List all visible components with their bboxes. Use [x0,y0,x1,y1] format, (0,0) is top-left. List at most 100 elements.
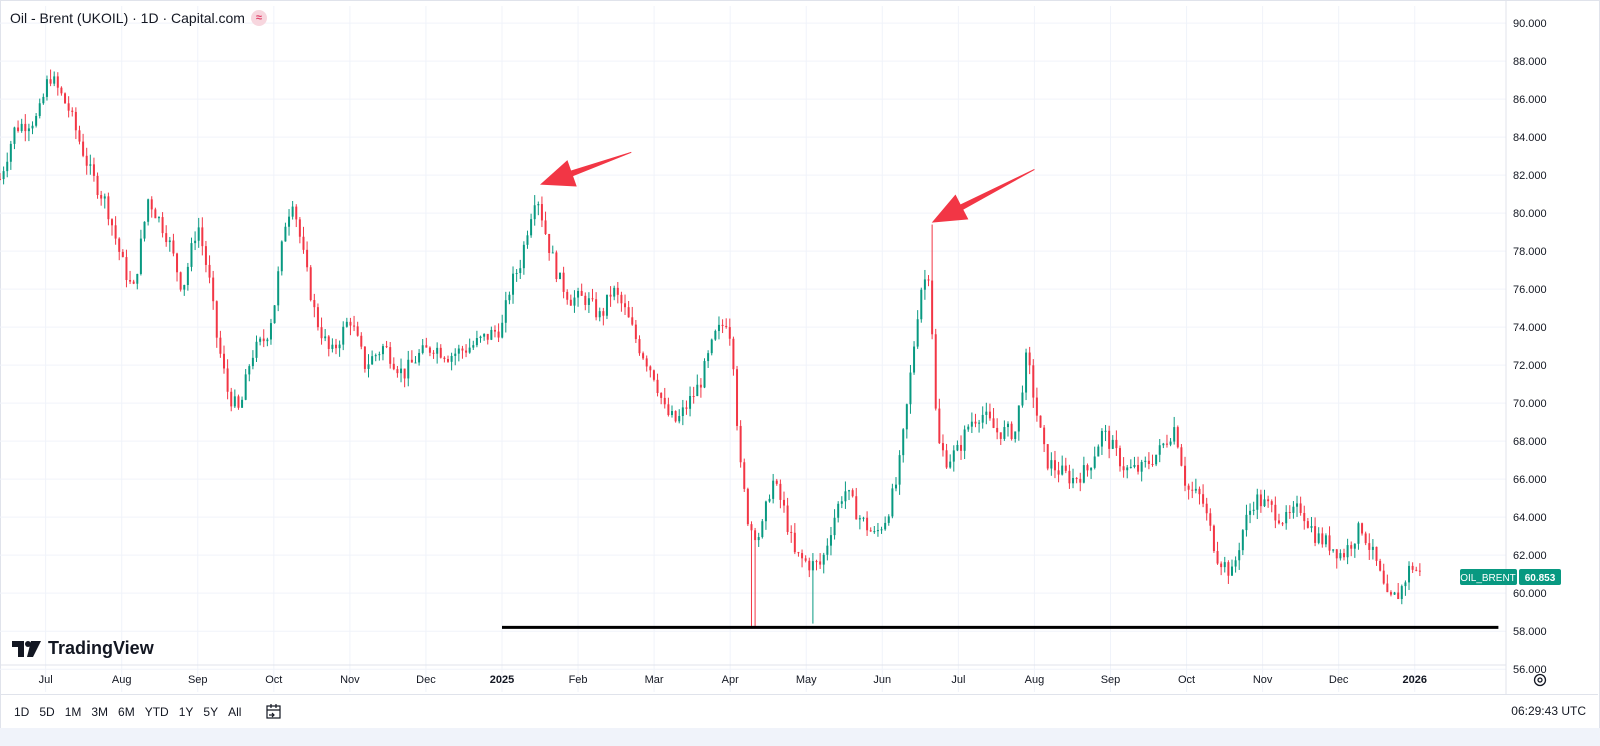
candle-body [1050,460,1053,469]
candle-body [667,404,670,416]
x-tick-label: Nov [1253,674,1273,686]
candle-body [837,503,840,518]
candle-body [620,294,623,304]
candle-body [241,399,244,408]
candle-body [432,352,435,354]
candle-body [6,161,9,172]
candle-body [1303,512,1306,522]
candle-body [295,206,298,220]
candle-body [378,354,381,356]
candle-body [512,273,515,295]
range-button-5d[interactable]: 5D [39,705,55,719]
candle-body [1223,562,1226,568]
range-button-1y[interactable]: 1Y [178,705,194,719]
candle-body [1053,460,1056,471]
candle-body [67,103,70,111]
x-tick-label: Mar [645,674,664,686]
candle-body [161,217,164,234]
candle-body [1310,526,1313,528]
candle-body [1321,533,1324,545]
candle-body [1274,504,1277,521]
range-button-1m[interactable]: 1M [64,705,82,719]
annotation-arrow[interactable] [540,151,632,187]
candle-body [858,518,861,520]
candle-body [356,326,359,336]
candle-body [450,355,453,362]
candle-body [89,164,92,166]
candle-body [862,517,865,519]
candle-body [1234,560,1237,567]
candle-body [201,227,204,247]
candle-body [35,115,38,126]
candle-body [414,362,417,364]
symbol-tag-bg [1460,568,1517,585]
range-button-ytd[interactable]: YTD [144,705,169,719]
candle-body [42,96,45,104]
candle-body [1169,441,1172,445]
annotation-arrow[interactable] [931,168,1035,223]
candle-body [454,353,457,356]
candle-body [342,326,345,345]
candle-body [410,359,413,363]
candle-body [139,238,142,274]
candle-body [302,236,305,250]
candle-body [819,561,822,565]
symbol-title[interactable]: Oil - Brent (UKOIL) · 1D · Capital.com [10,10,245,26]
candle-body [1314,526,1317,543]
tradingview-logo[interactable]: TradingView [12,638,154,659]
candle-body [1021,392,1024,406]
x-tick-label: Sep [1101,674,1121,686]
candle-body [768,498,771,502]
candle-body [638,339,641,354]
candle-body [811,561,814,571]
calendar-goto-icon[interactable] [265,703,283,721]
candle-body [826,545,829,555]
candle-body [157,217,160,219]
candle-body [522,244,525,269]
candle-body [143,221,146,239]
candle-body [374,355,377,357]
candle-body [960,444,963,451]
candle-body [1137,464,1140,472]
range-button-3m[interactable]: 3M [91,705,109,719]
candle-body [92,164,95,176]
symbol-tag-label: OIL_BRENT [1460,573,1516,584]
candle-body [902,429,905,456]
candle-body [392,363,395,370]
candle-body [540,204,543,221]
candle-body [197,227,200,241]
candle-body [681,407,684,417]
candle-body [1397,592,1400,600]
range-button-5y[interactable]: 5Y [203,705,219,719]
candle-body [931,280,934,335]
candle-body [1173,427,1176,442]
candle-body [179,272,182,290]
candle-body [1126,467,1129,471]
candle-body [255,341,258,358]
candle-body [407,359,410,379]
gear-icon[interactable] [1532,672,1548,688]
candle-body [920,289,923,320]
range-button-1d[interactable]: 1D [14,705,30,719]
candle-body [1035,397,1038,416]
candle-body [613,287,616,297]
market-status-badge[interactable]: ≈ [250,10,267,26]
range-selector: 1D 5D 1M 3M 6M YTD 1Y 5Y All [0,702,245,722]
candle-body [1259,494,1262,507]
range-button-6m[interactable]: 6M [118,705,135,719]
candle-body [909,372,912,405]
range-button-all[interactable]: All [228,705,242,719]
candle-body [876,530,879,532]
candle-body [96,175,99,196]
candle-body [1357,523,1360,544]
bottom-toolbar: 1D 5D 1M 3M 6M YTD 1Y 5Y All 06:29:43 UTC [0,694,1598,729]
candle-body [439,347,442,358]
candle-body [1061,465,1064,475]
candle-body [1108,430,1111,449]
candle-body [970,421,973,427]
utc-clock[interactable]: 06:29:43 UTC [1511,704,1586,718]
candle-body [591,298,594,300]
candle-body [530,219,533,236]
candle-body [873,531,876,533]
